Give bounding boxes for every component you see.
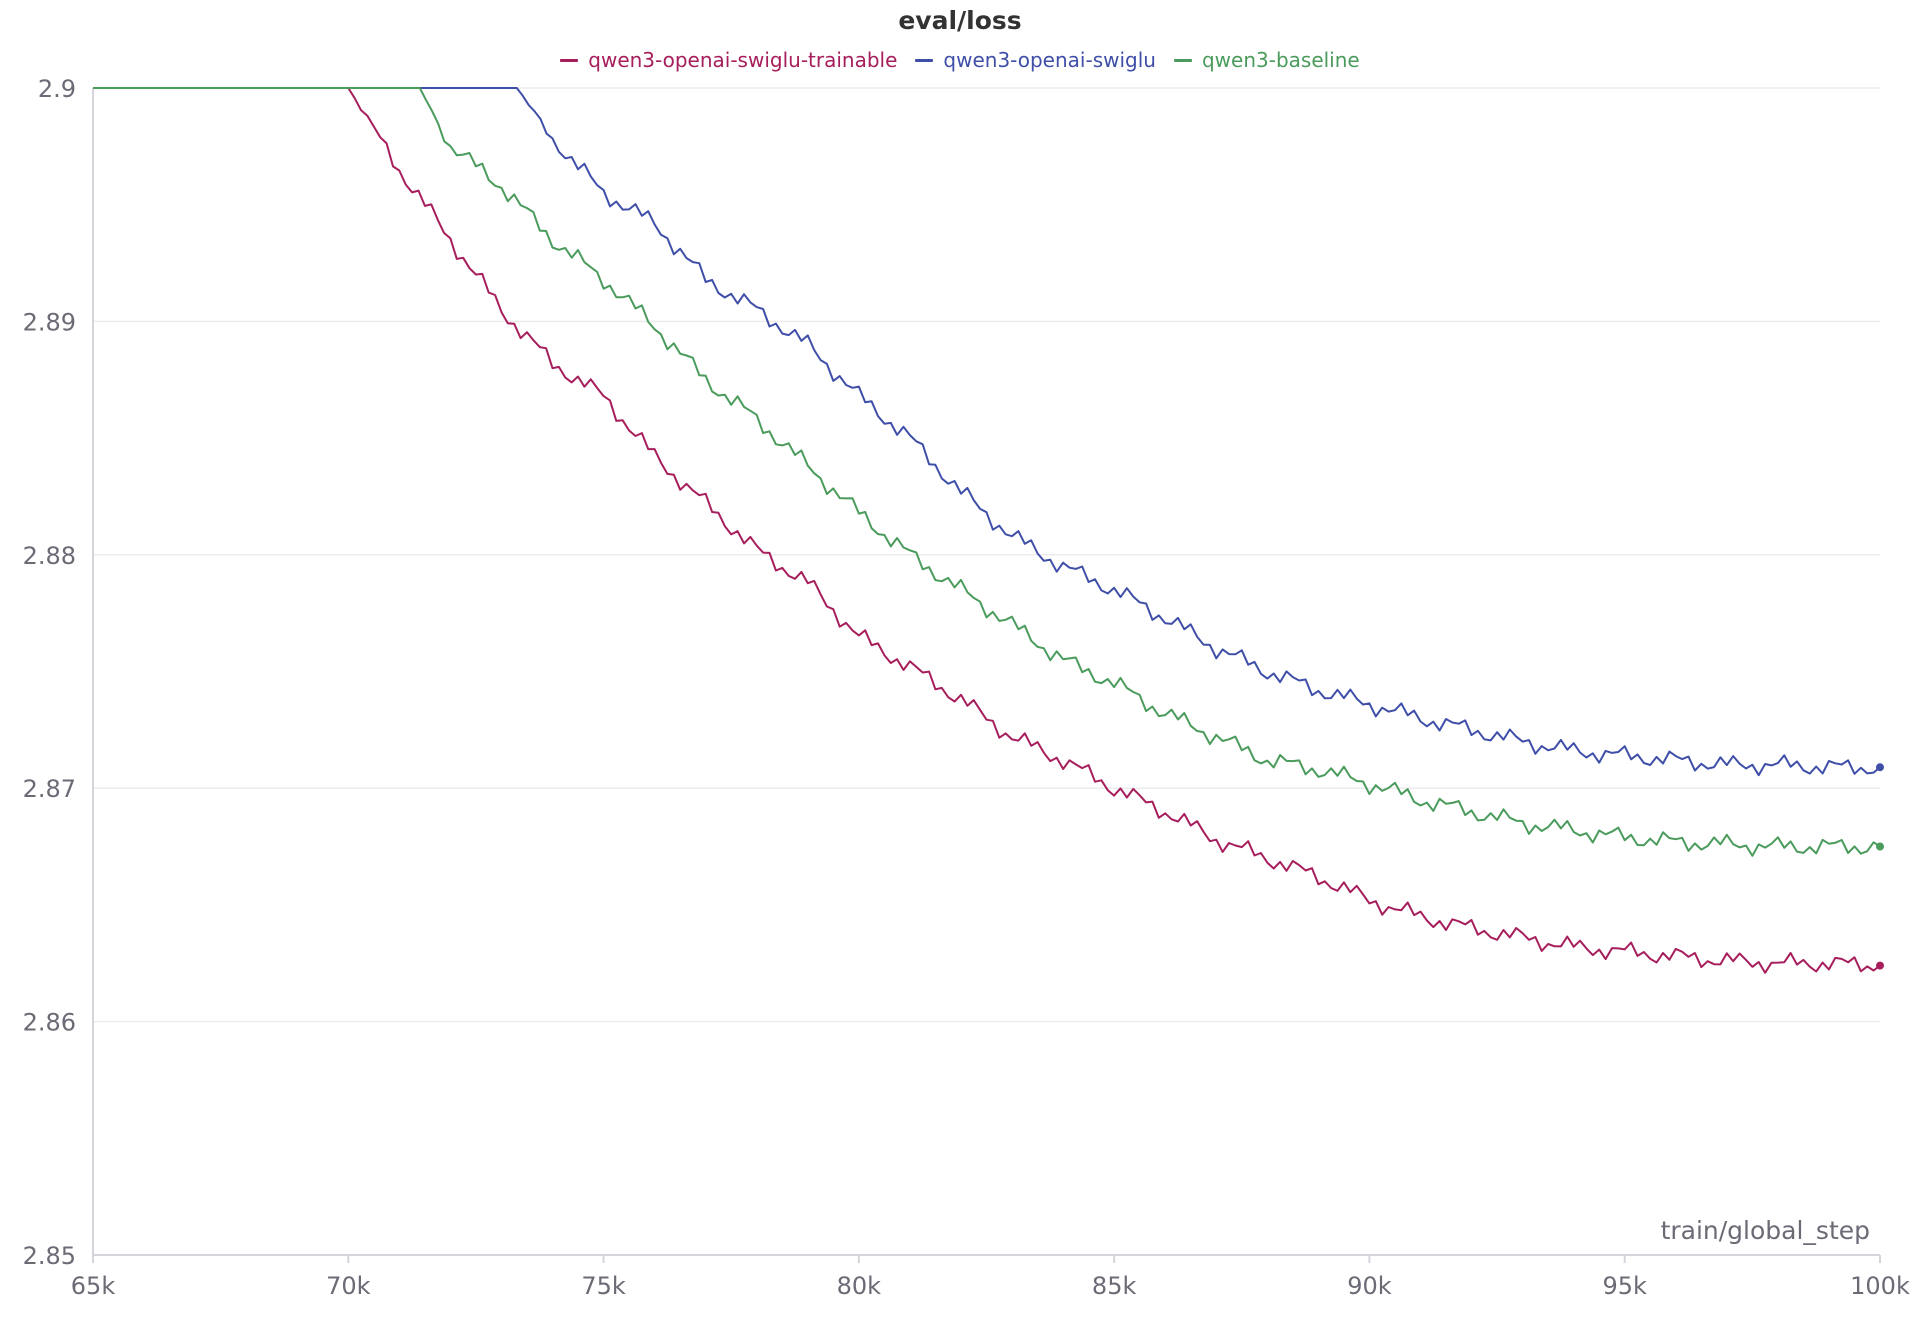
series-endpoint <box>1876 961 1884 970</box>
legend-label: qwen3-openai-swiglu <box>943 48 1156 72</box>
legend: qwen3-openai-swiglu-trainable qwen3-opena… <box>0 48 1920 72</box>
legend-label: qwen3-baseline <box>1201 48 1360 72</box>
x-tick-label: 75k <box>581 1272 626 1300</box>
series-lines <box>93 87 1884 974</box>
legend-item[interactable]: qwen3-baseline <box>1173 48 1360 72</box>
series-line <box>93 87 1881 777</box>
chart-title: eval/loss <box>898 6 1022 35</box>
x-tick-label: 90k <box>1347 1272 1392 1300</box>
y-tick-label: 2.88 <box>23 542 76 570</box>
legend-item[interactable]: qwen3-openai-swiglu-trainable <box>560 48 897 72</box>
series-endpoint <box>1876 763 1884 772</box>
y-tick-label: 2.89 <box>23 308 76 336</box>
x-tick-label: 95k <box>1602 1272 1647 1300</box>
legend-swatch <box>915 58 934 62</box>
x-tick-label: 80k <box>837 1272 882 1300</box>
series-endpoint <box>1876 842 1884 851</box>
y-tick-label: 2.87 <box>23 775 76 803</box>
grid-lines <box>93 87 1880 1023</box>
legend-item[interactable]: qwen3-openai-swiglu <box>915 48 1156 72</box>
tick-labels: 2.85 2.86 2.87 2.88 2.89 2.9 65k 70k 75k 80k 85k 90… <box>23 75 1910 1300</box>
series-line <box>93 87 1881 974</box>
series-line <box>93 87 1881 857</box>
y-tick-label: 2.9 <box>38 75 76 103</box>
x-tick-label: 65k <box>71 1272 116 1300</box>
legend-label: qwen3-openai-swiglu-trainable <box>588 48 898 72</box>
x-tick-label: 85k <box>1092 1272 1137 1300</box>
y-tick-label: 2.85 <box>23 1242 76 1270</box>
legend-swatch <box>1173 58 1192 62</box>
y-tick-label: 2.86 <box>23 1009 76 1037</box>
x-tick-label: 70k <box>326 1272 371 1300</box>
x-tick-label: 100k <box>1850 1272 1910 1300</box>
legend-swatch <box>560 58 579 62</box>
x-axis-title: train/global_step <box>1661 1216 1870 1245</box>
axes <box>92 88 1881 1263</box>
